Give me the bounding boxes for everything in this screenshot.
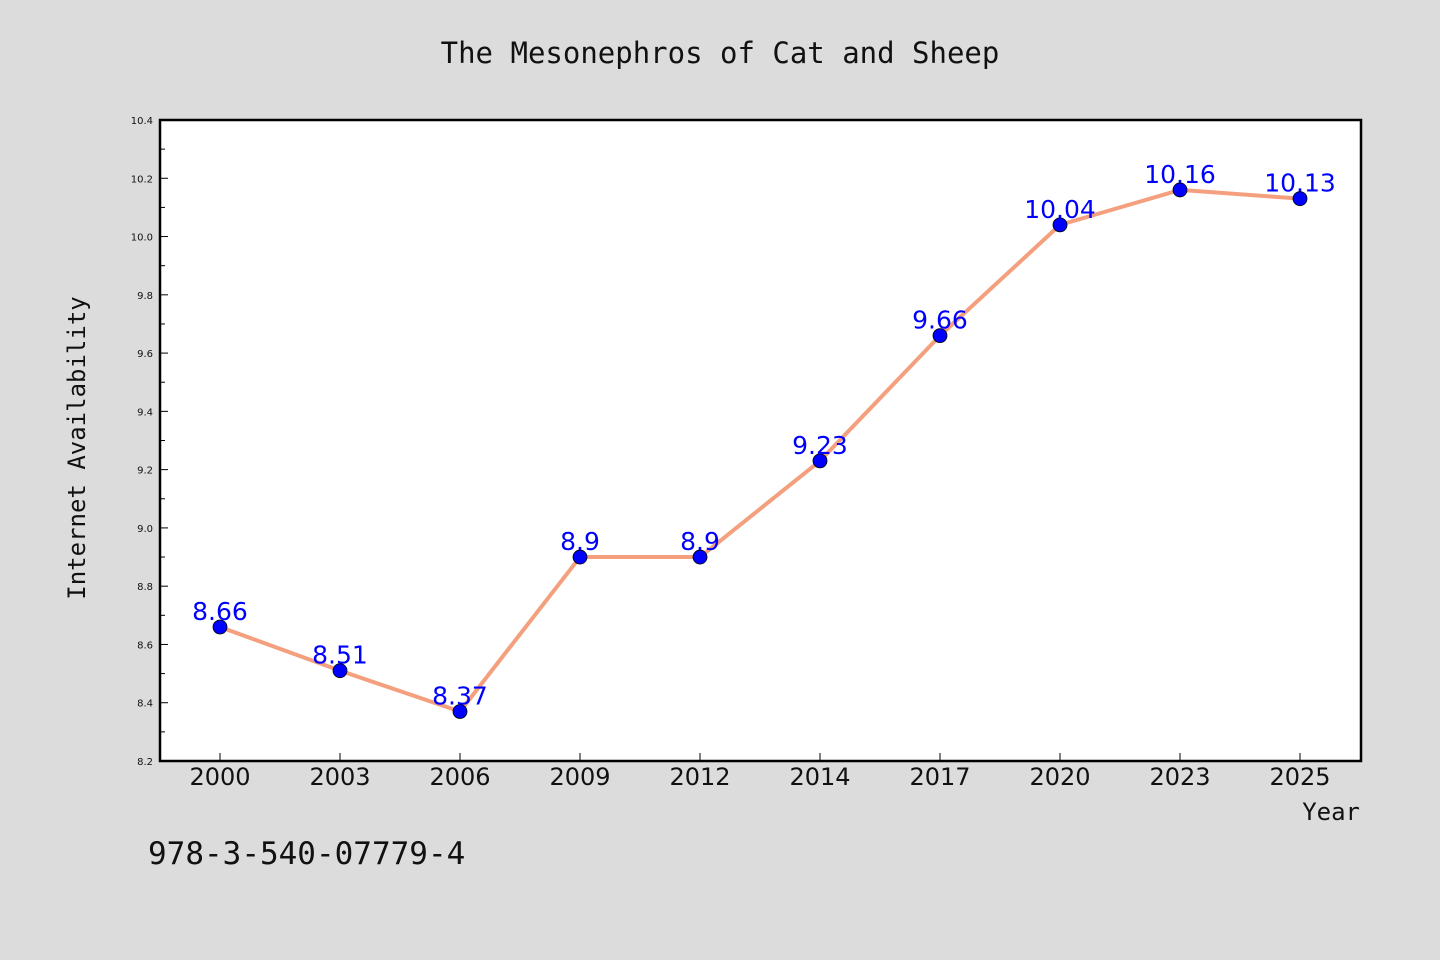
data-label: 10.04 <box>1024 195 1096 224</box>
y-tick-label: 10.0 <box>131 233 153 244</box>
data-label: 8.51 <box>312 641 368 670</box>
y-tick-label: 8.4 <box>137 699 153 710</box>
data-point <box>1172 182 1188 198</box>
y-tick-label: 9.8 <box>137 291 153 302</box>
data-label: 10.16 <box>1144 160 1216 189</box>
isbn-text: 978-3-540-07779-4 <box>148 836 465 872</box>
x-tick-label: 2017 <box>909 763 970 791</box>
plot-area <box>158 118 1363 763</box>
y-tick-label: 8.2 <box>137 757 153 768</box>
y-tick-label: 8.6 <box>137 640 153 651</box>
data-label: 9.23 <box>792 431 848 460</box>
x-tick-label: 2023 <box>1149 763 1210 791</box>
y-tick-label: 10.2 <box>131 174 153 185</box>
chart-title: The Mesonephros of Cat and Sheep <box>441 36 1000 70</box>
data-label: 8.66 <box>192 597 248 626</box>
data-point <box>572 549 588 565</box>
y-tick-label: 9.2 <box>137 466 153 477</box>
x-tick-label: 2012 <box>669 763 730 791</box>
data-label: 8.37 <box>432 681 488 710</box>
data-point <box>332 663 348 679</box>
data-point <box>212 619 228 635</box>
y-tick-label: 9.6 <box>137 349 153 360</box>
y-axis: 8.2 8.4 8.6 8.8 9.0 9.2 9.4 9.6 9.8 10.0 10.2 10.4 <box>131 116 168 768</box>
data-point <box>1052 217 1068 233</box>
x-tick-label: 2000 <box>189 763 250 791</box>
x-tick-label: 2025 <box>1269 763 1330 791</box>
x-tick-label: 2006 <box>429 763 490 791</box>
data-label: 8.9 <box>680 527 720 556</box>
y-tick-label: 9.0 <box>137 524 153 535</box>
x-axis: 2000 2003 2006 2009 2012 2014 2017 2020 2023 2025 <box>189 753 1331 791</box>
x-tick-label: 2009 <box>549 763 610 791</box>
data-label: 10.13 <box>1264 169 1336 198</box>
series-layer: 8.66 8.51 8.37 8.9 8.9 9.23 9.66 10.04 10.16 10.1… <box>192 160 1336 719</box>
y-tick-label: 10.4 <box>131 116 153 127</box>
y-axis-label: Internet Availability <box>63 296 91 599</box>
data-point <box>932 328 948 344</box>
x-axis-label: Year <box>1302 798 1360 826</box>
data-label: 9.66 <box>912 306 968 335</box>
data-point <box>1292 191 1308 207</box>
y-tick-label: 9.4 <box>137 407 153 418</box>
data-point <box>692 549 708 565</box>
y-tick-label: 8.8 <box>137 582 153 593</box>
x-tick-label: 2003 <box>309 763 370 791</box>
x-tick-label: 2020 <box>1029 763 1090 791</box>
data-point <box>452 704 468 719</box>
data-label: 8.9 <box>560 527 600 556</box>
x-tick-label: 2014 <box>789 763 850 791</box>
series-line <box>219 187 1301 714</box>
data-point <box>812 453 828 469</box>
